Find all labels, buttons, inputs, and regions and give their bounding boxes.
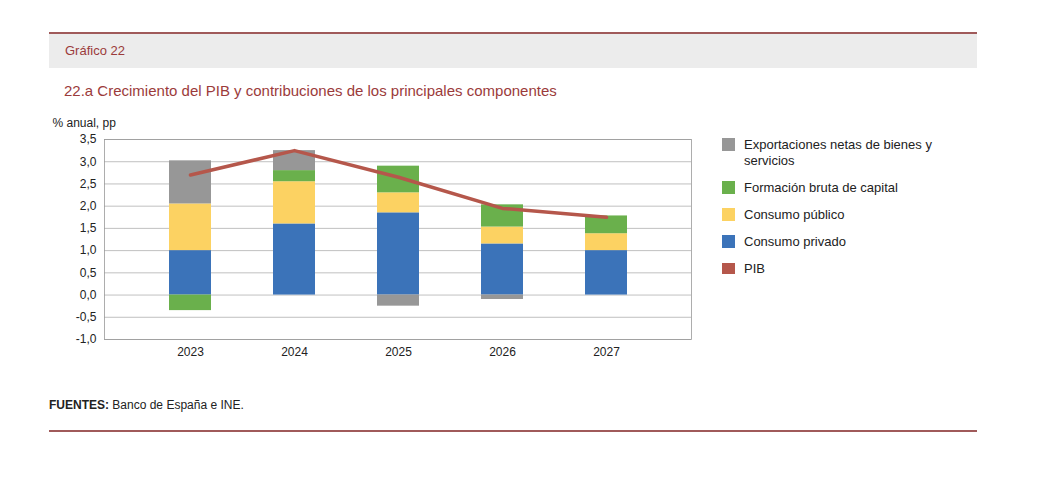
svg-text:0,0: 0,0	[80, 288, 97, 302]
svg-text:1,0: 1,0	[80, 243, 97, 257]
html-text:Consumo privado: Consumo privado	[744, 234, 846, 249]
svg-text:2026: 2026	[489, 345, 516, 359]
html-text:Exportaciones netas de bienes: Exportaciones netas de bienes y servicio…	[744, 137, 932, 168]
html-text:FUENTES: Banco de España e INE: FUENTES: Banco de España e INE.	[49, 398, 244, 412]
svg-text:2027: 2027	[593, 345, 620, 359]
svg-text:2024: 2024	[281, 345, 308, 359]
html-text:PIB: PIB	[744, 261, 765, 276]
svg-text:2023: 2023	[177, 345, 204, 359]
html-text:Gráfico 22: Gráfico 22	[65, 43, 125, 58]
svg-text:-0,5: -0,5	[76, 310, 97, 324]
svg-text:2,0: 2,0	[80, 199, 97, 213]
html-text:22.a Crecimiento del PIB y con: 22.a Crecimiento del PIB y contribucione…	[64, 82, 557, 99]
svg-text:2025: 2025	[385, 345, 412, 359]
svg-text:-1,0: -1,0	[76, 332, 97, 346]
svg-text:0,5: 0,5	[80, 266, 97, 280]
svg-text:3,5: 3,5	[80, 132, 97, 146]
svg-text:% anual, pp: % anual, pp	[53, 116, 117, 130]
svg-text:3,0: 3,0	[80, 155, 97, 169]
html-text:Formación bruta de capital: Formación bruta de capital	[744, 180, 898, 195]
svg-text:2,5: 2,5	[80, 177, 97, 191]
html-text:Consumo público: Consumo público	[744, 207, 845, 222]
svg-text:1,5: 1,5	[80, 221, 97, 235]
